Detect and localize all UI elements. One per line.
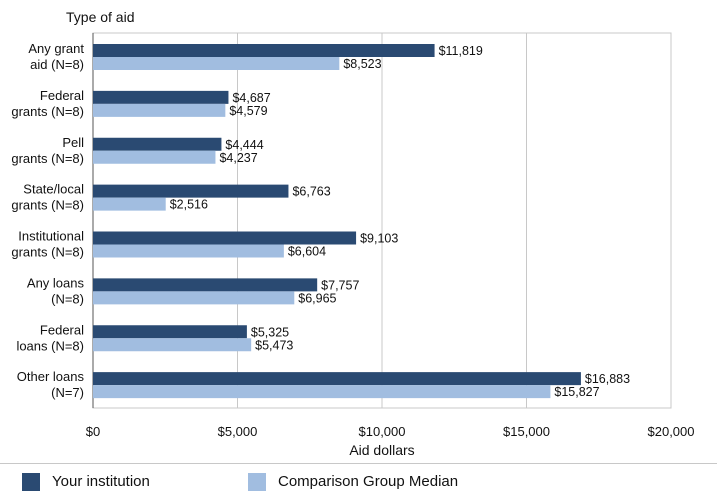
legend-item-comparison-group[interactable]: Comparison Group Median [248,473,458,491]
category-label: aid (N=8) [30,57,84,72]
value-label-your-institution: $11,819 [439,44,483,58]
category-label: grants (N=8) [11,245,84,260]
category-label: Any grant [28,41,84,56]
category-label: Institutional [18,229,84,244]
bar-your-institution [93,90,229,104]
x-tick-label: $10,000 [359,424,406,439]
legend: Your institution Comparison Group Median [0,463,717,498]
value-label-your-institution: $5,325 [251,325,289,339]
bars-group [93,44,581,399]
category-label: Pell [62,135,84,150]
bar-your-institution [93,278,318,292]
x-tick-label: $5,000 [218,424,258,439]
bar-your-institution [93,372,581,386]
legend-item-your-institution[interactable]: Your institution [22,473,150,491]
category-label: Federal [40,322,84,337]
value-label-your-institution: $4,687 [232,91,270,105]
x-tick-label: $15,000 [503,424,550,439]
x-tick-label: $20,000 [648,424,695,439]
legend-label-comparison-group: Comparison Group Median [278,473,459,490]
x-tick-label: $0 [86,424,100,439]
category-label: Any loans [27,275,85,290]
bar-chart: Type of aid $11,819 $8,523 $4,687$4,579 $4,… [11,9,695,458]
chart-area: Type of aid $11,819 $8,523 $4,687 $4,579 $4,… [11,9,695,458]
category-label: grants (N=8) [11,198,84,213]
category-label: grants (N=8) [11,151,84,166]
bar-your-institution [93,184,289,198]
value-label-comparison-group: $2,516 [170,198,208,212]
bar-comparison-group [93,244,284,258]
value-label-comparison-group: $6,604 [288,245,326,259]
bar-comparison-group [93,385,551,399]
value-label-comparison-group: $6,965 [298,291,336,305]
category-label: loans (N=8) [16,338,84,353]
value-label-your-institution: $7,757 [321,278,359,292]
bar-comparison-group [93,103,226,117]
legend-swatch-your-institution [22,473,40,491]
legend-swatch-comparison-group [248,473,266,491]
bar-comparison-group [93,197,166,211]
category-label: (N=7) [51,385,84,400]
legend-label-your-institution: Your institution [52,473,150,490]
bar-your-institution [93,44,435,57]
value-label-your-institution: $6,763 [292,185,330,199]
bar-comparison-group [93,150,216,164]
value-label-comparison-group: $8,523 [343,57,381,71]
category-label: grants (N=8) [11,104,84,119]
value-label-your-institution: $9,103 [360,232,398,246]
bar-comparison-group [93,338,252,352]
y-axis-title: Type of aid [66,9,135,25]
bar-your-institution [93,137,222,151]
bar-your-institution [93,325,247,339]
value-label-comparison-group: $4,579 [229,104,267,118]
category-label: State/local [23,182,84,197]
bar-comparison-group [93,57,340,70]
value-label-your-institution: $4,444 [225,138,263,152]
bar-your-institution [93,231,357,245]
category-label: Federal [40,88,84,103]
value-label-comparison-group: $4,237 [219,151,257,165]
value-labels: $11,819 $8,523 $4,687$4,579 $4,444$4,237 $6,… [170,44,630,399]
value-label-comparison-group: $5,473 [255,338,293,352]
x-axis-title: Aid dollars [349,442,414,458]
value-label-your-institution: $16,883 [585,372,630,386]
value-label-comparison-group: $15,827 [554,385,599,399]
x-tick-labels: $0 $5,000 $10,000 $15,000 $20,000 [86,424,695,439]
category-label: (N=8) [51,291,84,306]
category-label: Other loans [17,369,85,384]
bar-comparison-group [93,291,295,305]
